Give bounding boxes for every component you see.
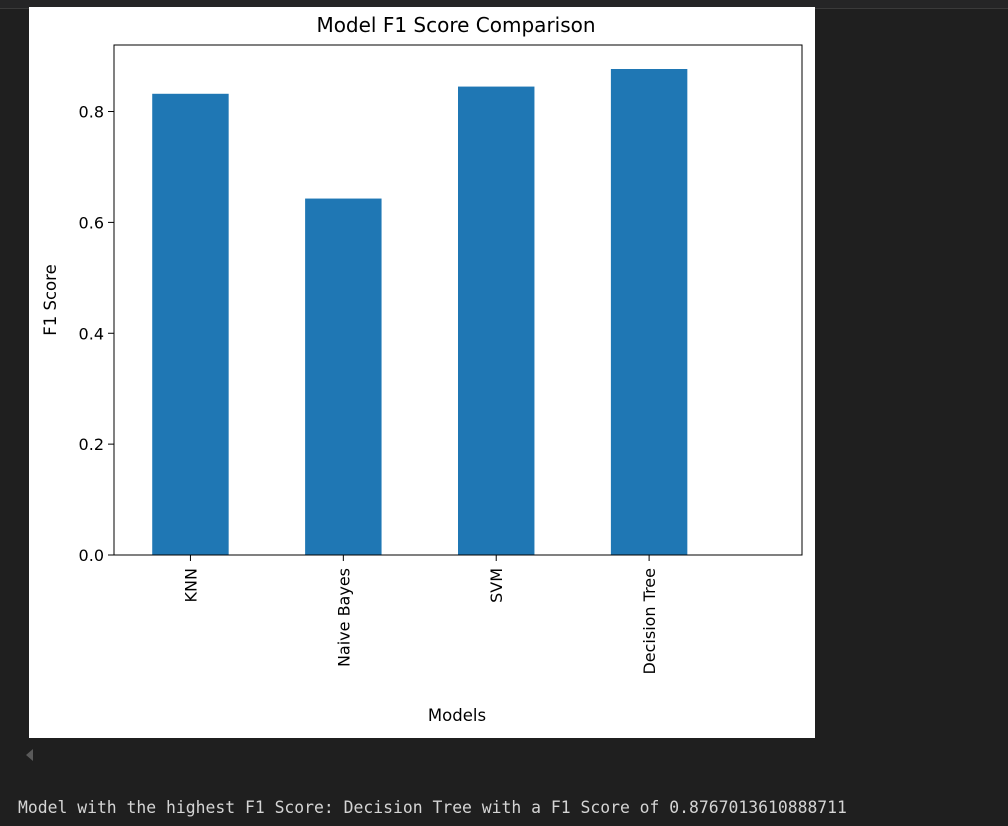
x-tick-label: SVM <box>487 568 506 603</box>
y-tick-label: 0.4 <box>79 324 104 343</box>
x-axis-ticks: KNN Naive Bayes SVM Decision Tree <box>181 555 659 675</box>
bar-chart: Model F1 Score Comparison 0.00.20.40.60.… <box>41 13 803 725</box>
chart-title: Model F1 Score Comparison <box>316 13 595 37</box>
x-tick-label: Decision Tree <box>640 568 659 675</box>
y-axis-label: F1 Score <box>41 264 60 335</box>
bars-group <box>152 69 688 556</box>
y-tick-label: 0.6 <box>79 213 104 232</box>
plot-area-frame <box>113 44 803 556</box>
y-tick-label: 0.2 <box>79 435 104 454</box>
x-axis-label: Models <box>428 706 486 725</box>
y-tick-label: 0.0 <box>79 546 104 565</box>
cell-output-text: Model with the highest F1 Score: Decisio… <box>18 798 847 817</box>
x-tick-label: Naive Bayes <box>334 568 353 667</box>
bar-naive-bayes <box>305 198 382 555</box>
bar-decision-tree <box>610 69 688 555</box>
bar-knn <box>152 93 229 556</box>
x-tick-label: KNN <box>181 568 200 602</box>
y-axis-ticks: 0.0 0.2 0.4 0.6 0.8 <box>79 103 114 565</box>
scroll-left-arrow-icon[interactable] <box>26 749 33 761</box>
chart-figure: Model F1 Score Comparison 0.0 0.2 0.4 0.6 0.… <box>29 7 815 738</box>
bar-svm <box>458 86 535 556</box>
y-tick-label: 0.8 <box>79 103 104 122</box>
